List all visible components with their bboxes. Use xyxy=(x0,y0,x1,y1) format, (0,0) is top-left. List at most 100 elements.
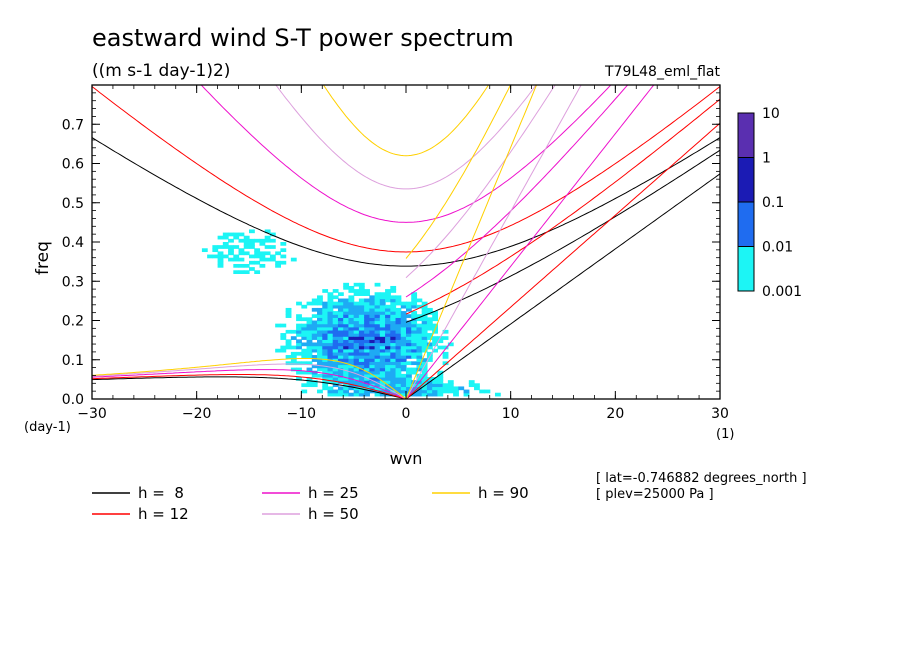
spectrum-cell-0.001-0.01 xyxy=(212,248,219,253)
spectrum-cell-0.01-0.1 xyxy=(337,339,344,344)
spectrum-cell-0.01-0.1 xyxy=(406,373,412,378)
spectrum-cell-0.001-0.01 xyxy=(249,238,255,243)
spectrum-cell-0.01-0.1 xyxy=(332,364,339,369)
spectrum-cell-0.01-0.1 xyxy=(337,298,344,303)
colorbar-label: 0.1 xyxy=(762,195,784,211)
spectrum-cell-0.01-0.1 xyxy=(332,304,339,309)
curve-legend: h = 8 h = 12 h = 25 h = 50 h = 90 xyxy=(92,484,529,523)
spectrum-cell-0.01-0.1 xyxy=(317,364,323,369)
spectrum-cell-0.1-1 xyxy=(348,326,355,331)
spectrum-cell-0.01-0.1 xyxy=(369,307,376,312)
spectrum-cell-0.001-0.01 xyxy=(337,326,344,331)
spectrum-cell-0.001-0.01 xyxy=(249,229,255,234)
spectrum-cell-0.01-0.1 xyxy=(390,370,397,375)
spectrum-cell-0.001-0.01 xyxy=(322,370,329,375)
spectrum-cell-0.1-1 xyxy=(369,323,376,328)
spectrum-cell-0.1-1 xyxy=(364,345,370,350)
spectrum-cell-0.01-0.1 xyxy=(374,304,381,309)
spectrum-cell-0.1-1 xyxy=(322,336,329,340)
spectrum-cell-0.01-0.1 xyxy=(317,361,323,366)
spectrum-cell-0.1-1 xyxy=(390,355,397,359)
spectrum-cell-0.001-0.01 xyxy=(390,304,397,309)
spectrum-cell-0.001-0.01 xyxy=(379,380,386,384)
spectrum-cell-0.01-0.1 xyxy=(374,364,381,369)
spectrum-cell-0.001-0.01 xyxy=(317,301,323,306)
spectrum-cell-0.1-1 xyxy=(406,329,412,334)
spectrum-cell-0.1-1 xyxy=(369,329,376,334)
spectrum-cell-0.001-0.01 xyxy=(285,307,292,312)
spectrum-cell-0.001-0.01 xyxy=(411,298,418,303)
spectrum-cell-0.001-0.01 xyxy=(411,333,418,337)
spectrum-cell-0.001-0.01 xyxy=(406,336,412,340)
spectrum-cell-0.01-0.1 xyxy=(348,361,355,366)
spectrum-cell-0.001-0.01 xyxy=(327,392,334,397)
spectrum-cell-0.001-0.01 xyxy=(385,351,391,356)
spectrum-cell-0.001-0.01 xyxy=(228,232,234,237)
spectrum-cell-0.001-0.01 xyxy=(364,377,370,381)
spectrum-cell-0.01-0.1 xyxy=(358,392,365,397)
spectrum-cell-0.01-0.1 xyxy=(385,329,391,334)
spectrum-cell-0.01-0.1 xyxy=(343,355,350,359)
spectrum-cell-0.01-0.1 xyxy=(426,342,433,347)
spectrum-cell-0.001-0.01 xyxy=(426,333,433,337)
spectrum-cell-0.001-0.01 xyxy=(322,386,329,391)
spectrum-cell-0.001-0.01 xyxy=(353,377,360,381)
spectrum-cell-0.001-0.01 xyxy=(327,307,334,312)
spectrum-cell-0.001-0.01 xyxy=(290,345,297,350)
spectrum-cell-0.001-0.01 xyxy=(421,301,428,306)
spectrum-cell-0.001-0.01 xyxy=(379,351,386,356)
spectrum-cell-0.01-0.1 xyxy=(400,304,407,309)
spectrum-cell-0.001-0.01 xyxy=(296,301,302,306)
spectrum-cell-0.001-0.01 xyxy=(385,292,391,296)
spectrum-cell-0.01-0.1 xyxy=(301,342,308,347)
spectrum-cell-0.1-1 xyxy=(374,377,381,381)
spectrum-cell-0.001-0.01 xyxy=(264,245,271,249)
plev-annotation: [ plev=25000 Pa ] xyxy=(596,487,714,502)
spectrum-cell-0.001-0.01 xyxy=(385,311,391,315)
spectrum-cell-0.01-0.1 xyxy=(390,298,397,303)
spectrum-cell-0.01-0.1 xyxy=(337,361,344,366)
spectrum-cell-0.001-0.01 xyxy=(379,320,386,325)
spectrum-cell-0.01-0.1 xyxy=(364,370,370,375)
spectrum-cell-0.001-0.01 xyxy=(311,329,318,334)
spectrum-cell-0.01-0.1 xyxy=(406,320,412,325)
spectrum-cell-0.01-0.1 xyxy=(327,317,334,322)
spectrum-cell-0.1-1 xyxy=(358,351,365,356)
spectrum-cell-0.001-0.01 xyxy=(364,289,370,293)
spectrum-cell-0.01-0.1 xyxy=(400,323,407,328)
spectrum-cell-0.001-0.01 xyxy=(358,386,365,391)
axis-ticks: −30 −20 −10 0 10 20 30 0.0 0.1 0.2 0.3 0.4 0.5 0.6 0.7 xyxy=(62,84,729,422)
spectrum-cell-0.001-0.01 xyxy=(426,307,433,312)
spectrum-cell-0.001-0.01 xyxy=(217,260,224,265)
spectrum-cell-0.1-1 xyxy=(364,380,370,384)
spectrum-cell-0.001-0.01 xyxy=(217,245,224,249)
spectrum-cell-0.01-0.1 xyxy=(379,311,386,315)
spectrum-cell-0.001-0.01 xyxy=(400,326,407,331)
spectrum-cell-0.001-0.01 xyxy=(390,301,397,306)
spectrum-cell-0.001-0.01 xyxy=(254,254,261,259)
spectrum-cell-0.001-0.01 xyxy=(238,257,245,262)
spectrum-cell-0.001-0.01 xyxy=(222,254,229,259)
spectrum-cell-0.001-0.01 xyxy=(406,301,412,306)
spectrum-cell-0.1-1 xyxy=(390,339,397,344)
spectrum-cell-0.01-0.1 xyxy=(343,304,350,309)
spectrum-cell-0.01-0.1 xyxy=(353,370,360,375)
spectrum-cell-0.01-0.1 xyxy=(369,320,376,325)
spectrum-cell-0.001-0.01 xyxy=(343,317,350,322)
spectrum-cell-0.1-1 xyxy=(364,358,370,362)
spectrum-cell-0.001-0.01 xyxy=(379,292,386,296)
spectrum-cell-0.001-0.01 xyxy=(233,254,240,259)
spectrum-cell-0.001-0.01 xyxy=(374,392,381,397)
spectrum-cell-0.01-0.1 xyxy=(353,333,360,337)
spectrum-cell-0.01-0.1 xyxy=(432,389,438,394)
spectrum-cell-0.001-0.01 xyxy=(301,317,308,322)
spectrum-cell-0.001-0.01 xyxy=(343,282,350,287)
spectrum-cell-0.001-0.01 xyxy=(306,301,313,306)
spectrum-cell-0.01-0.1 xyxy=(369,326,376,331)
spectrum-cell-0.1-1 xyxy=(353,361,360,366)
spectrum-cell-0.001-0.01 xyxy=(374,386,381,391)
spectrum-cell-0.01-0.1 xyxy=(317,339,323,344)
spectrum-cell-0.01-0.1 xyxy=(400,342,407,347)
spectrum-cell-0.001-0.01 xyxy=(254,238,261,243)
spectrum-cell-0.001-0.01 xyxy=(463,392,470,397)
